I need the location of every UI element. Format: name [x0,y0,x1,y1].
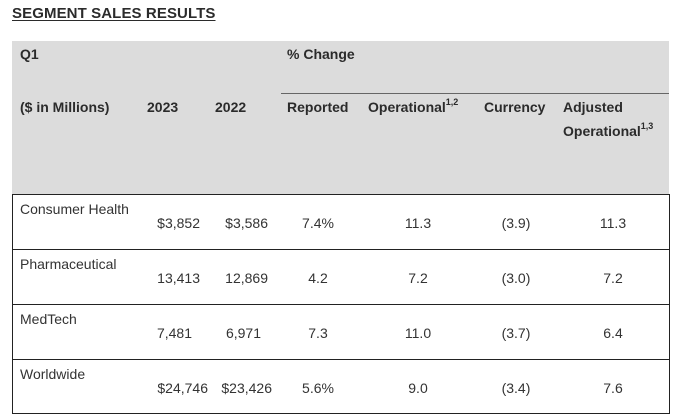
value-adjusted: 7.2 [603,270,623,286]
segment-label: Consumer Health [20,201,129,217]
header-2023: 2023 [147,99,179,115]
value-currency: (3.0) [501,270,531,286]
table-border-left [12,194,13,414]
value-reported: 5.6% [302,380,334,396]
header-q1: Q1 [20,46,39,62]
row-border-1 [12,249,669,250]
table-header-band [12,41,669,194]
value-operational: 11.0 [404,325,432,341]
header-pct-change: % Change [287,46,355,62]
row-border-3 [12,359,669,360]
segment-label: Pharmaceutical [20,256,117,272]
value-2022: $23,426 [221,380,272,396]
value-2022: $3,586 [225,215,268,231]
header-unit: ($ in Millions) [20,99,110,115]
value-adjusted: 6.4 [603,325,623,341]
value-reported: 7.4% [302,215,334,231]
header-2022: 2022 [215,99,247,115]
header-adjusted-sup: 1,3 [640,121,654,131]
value-2022: 12,869 [225,270,268,286]
row-border-bottom [12,413,669,414]
header-reported: Reported [287,99,349,115]
value-2023: 13,413 [157,270,200,286]
header-adjusted-operational: Operational1,3 [563,121,654,139]
value-adjusted: 11.3 [599,215,627,231]
table-border-right [669,194,670,414]
header-divider [281,93,669,94]
header-operational: Operational1,2 [368,97,459,115]
value-operational: 9.0 [408,380,428,396]
value-currency: (3.7) [501,325,531,341]
page-title: SEGMENT SALES RESULTS [12,5,216,22]
row-border-top [12,194,669,195]
value-2023: $3,852 [157,215,200,231]
value-2023: $24,746 [157,380,208,396]
header-operational-sup: 1,2 [445,97,459,107]
value-reported: 4.2 [308,270,328,286]
value-reported: 7.3 [308,325,328,341]
row-border-2 [12,304,669,305]
value-operational: 7.2 [408,270,428,286]
header-adjusted: Adjusted [563,99,623,115]
value-adjusted: 7.6 [603,380,623,396]
segment-label: Worldwide [20,366,86,382]
value-2023: 7,481 [156,325,192,341]
value-currency: (3.9) [501,215,531,231]
value-currency: (3.4) [501,380,531,396]
value-operational: 11.3 [404,215,432,231]
value-2022: 6,971 [225,325,261,341]
header-currency: Currency [484,99,546,115]
segment-label: MedTech [20,311,77,327]
